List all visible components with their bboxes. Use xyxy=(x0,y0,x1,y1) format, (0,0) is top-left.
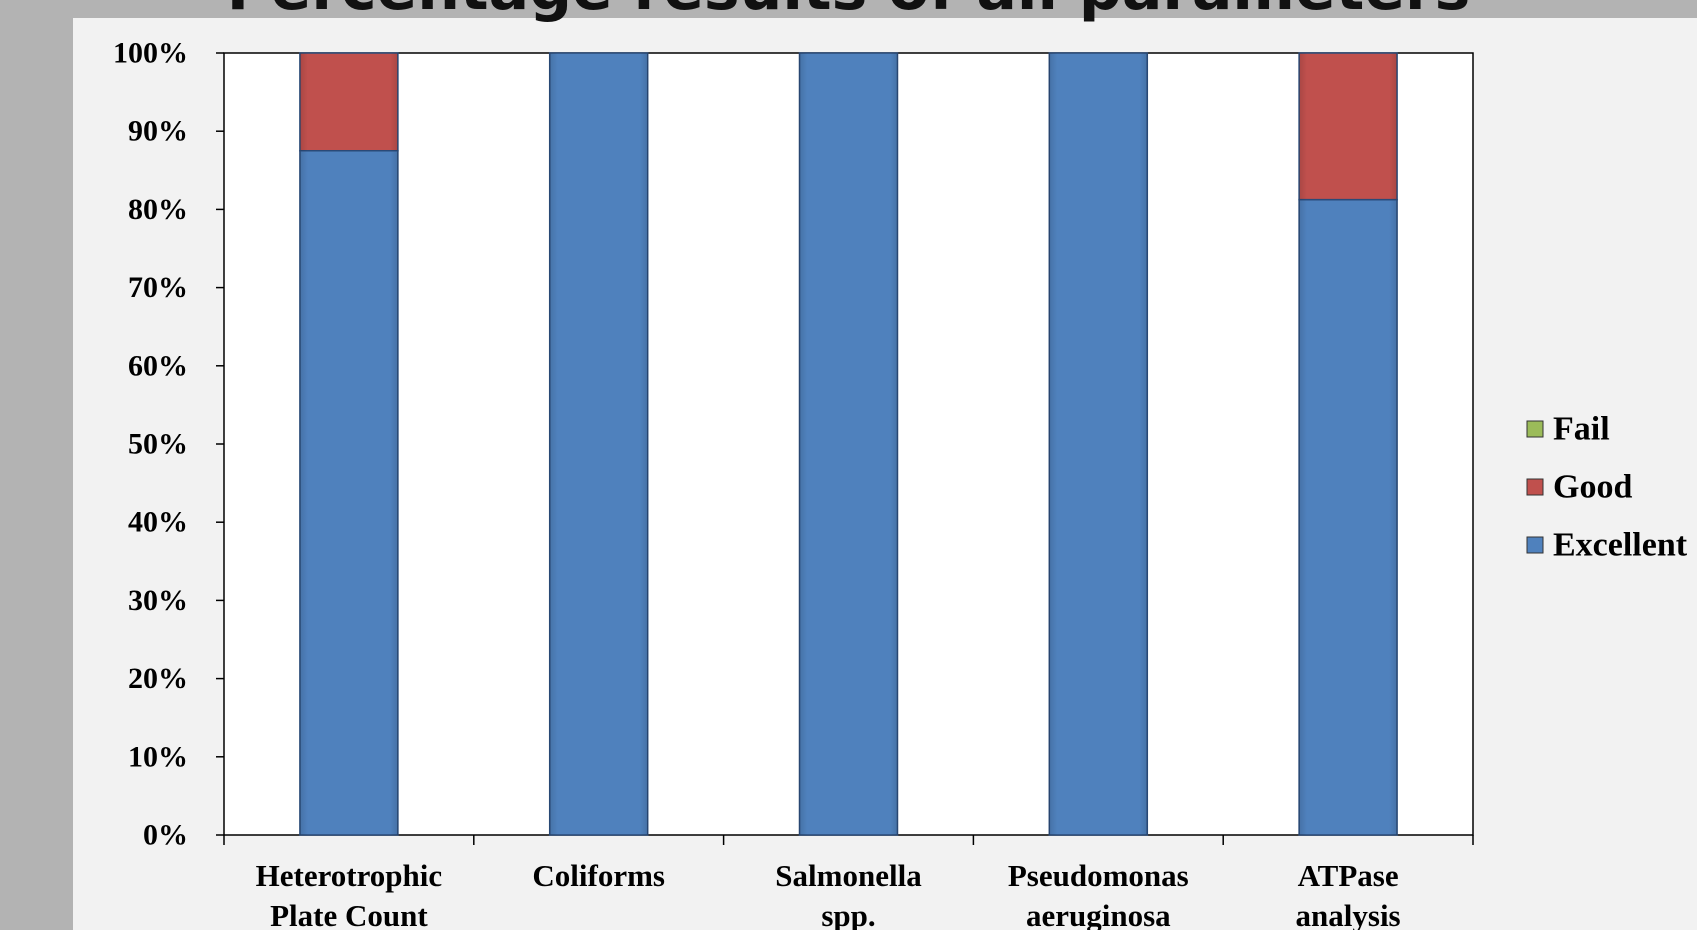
bar-segment-shading xyxy=(299,150,398,835)
x-category-label: Heterotrophic xyxy=(256,858,443,893)
bar-segment-shading xyxy=(1299,53,1398,200)
y-tick-label: 100% xyxy=(113,37,188,70)
chart-title: Percentage results of all parameters xyxy=(0,0,1697,24)
y-tick-label: 0% xyxy=(143,819,188,852)
x-category-label: Pseudomonas xyxy=(1008,858,1189,893)
y-tick-label: 70% xyxy=(128,271,188,304)
y-tick-label: 90% xyxy=(128,115,188,148)
x-category-label: Plate Count xyxy=(270,898,428,930)
x-category-label: ATPase xyxy=(1298,858,1399,893)
legend-label-excellent: Excellent xyxy=(1553,527,1688,564)
legend-swatch-fail xyxy=(1526,420,1544,438)
legend-label-good: Good xyxy=(1553,469,1632,506)
bar-segment-shading xyxy=(299,53,398,151)
x-category-label: Coliforms xyxy=(532,858,665,893)
y-tick-label: 80% xyxy=(128,193,188,226)
y-tick-label: 20% xyxy=(128,662,188,695)
x-category-label: aeruginosa xyxy=(1026,898,1171,930)
legend-swatch-excellent xyxy=(1526,536,1544,554)
legend-swatch-good xyxy=(1526,478,1544,496)
x-category-label: Salmonella xyxy=(775,858,922,893)
bar-segment-shading xyxy=(1299,199,1398,835)
y-tick-label: 30% xyxy=(128,584,188,617)
x-category-label: analysis xyxy=(1296,898,1401,930)
bar-segment-shading xyxy=(549,53,648,835)
y-tick-label: 10% xyxy=(128,740,188,773)
x-category-label: spp. xyxy=(821,898,875,930)
y-tick-label: 50% xyxy=(128,428,188,461)
legend-label-fail: Fail xyxy=(1553,411,1610,448)
y-tick-label: 40% xyxy=(128,506,188,539)
bar-segment-shading xyxy=(1049,53,1148,835)
bar-segment-shading xyxy=(799,53,898,835)
y-tick-label: 60% xyxy=(128,349,188,382)
